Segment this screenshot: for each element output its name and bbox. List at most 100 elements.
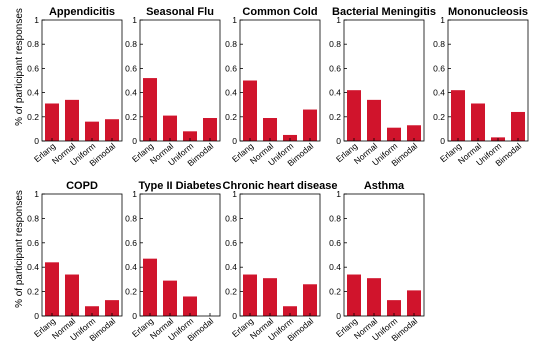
panel-9: Asthma00.20.40.60.81ErlangNormalUniformB… (329, 180, 425, 341)
y-tick-label: 0.4 (125, 262, 137, 272)
y-tick-label: 0 (132, 136, 137, 146)
bar-bimodal (303, 109, 317, 141)
y-tick-label: 0.2 (125, 112, 137, 122)
axis-box (139, 193, 221, 317)
bar-bimodal (407, 125, 421, 141)
bar-bimodal (511, 111, 525, 141)
y-tick-label: 0.4 (225, 262, 237, 272)
bar-erlang (243, 274, 257, 316)
axis-box (41, 193, 123, 317)
y-tick-label: 0 (232, 136, 237, 146)
panel-title: Chronic heart disease (223, 180, 338, 192)
bar-uniform (85, 306, 99, 316)
panel-title: Bacterial Meningitis (332, 6, 436, 18)
y-tick-label: 0.8 (433, 39, 445, 49)
y-tick-label: 0 (336, 136, 341, 146)
y-tick-label: 0 (132, 311, 137, 321)
bar-uniform (387, 127, 401, 141)
y-tick-label: 0.6 (329, 63, 341, 73)
y-axis-label-row-2: % of participant responses (14, 190, 25, 308)
y-tick-label: 0.4 (27, 88, 39, 98)
y-tick-label: 0.6 (329, 238, 341, 248)
panel-title: Mononucleosis (448, 6, 528, 18)
bar-erlang (451, 90, 465, 141)
bar-normal (471, 103, 485, 141)
axis-box (41, 19, 123, 142)
y-tick-label: 0.2 (433, 112, 445, 122)
bar-erlang (143, 258, 157, 316)
y-axis-label-row-1: % of participant responses (14, 8, 25, 126)
y-tick-label: 0 (336, 311, 341, 321)
y-tick-label: 1 (336, 15, 341, 25)
bar-bimodal (105, 300, 119, 316)
bar-normal (163, 115, 177, 141)
y-tick-label: 1 (232, 15, 237, 25)
y-tick-label: 1 (132, 15, 137, 25)
bar-erlang (45, 103, 59, 141)
bar-uniform (85, 121, 99, 141)
bar-bimodal (203, 118, 217, 141)
y-tick-label: 0.6 (125, 63, 137, 73)
y-tick-label: 0.2 (125, 287, 137, 297)
panel-3: Common Cold00.20.40.60.81ErlangNormalUni… (225, 6, 321, 168)
bar-normal (263, 118, 277, 141)
bar-normal (367, 278, 381, 316)
y-tick-label: 0.6 (27, 63, 39, 73)
y-tick-label: 1 (336, 189, 341, 199)
y-tick-label: 0.4 (329, 88, 341, 98)
y-tick-label: 0.2 (329, 112, 341, 122)
y-tick-label: 0.8 (225, 39, 237, 49)
y-tick-label: 0.2 (225, 112, 237, 122)
y-tick-label: 0.6 (433, 63, 445, 73)
axis-box (139, 19, 221, 142)
y-tick-label: 0.4 (27, 262, 39, 272)
y-tick-label: 1 (34, 15, 39, 25)
y-tick-label: 0.2 (329, 287, 341, 297)
y-tick-label: 1 (132, 189, 137, 199)
axis-box (239, 193, 321, 317)
y-tick-label: 1 (232, 189, 237, 199)
y-tick-label: 0.6 (225, 238, 237, 248)
panel-2: Seasonal Flu00.20.40.60.81ErlangNormalUn… (125, 6, 221, 168)
bar-normal (263, 278, 277, 316)
bar-uniform (387, 300, 401, 316)
panel-title: Appendicitis (49, 6, 115, 18)
y-tick-label: 0.4 (433, 88, 445, 98)
y-tick-label: 0.4 (329, 262, 341, 272)
panel-1: Appendicitis00.20.40.60.81ErlangNormalUn… (27, 6, 123, 168)
panel-7: Type II Diabetes00.20.40.60.81ErlangNorm… (125, 180, 221, 341)
y-tick-label: 0 (34, 136, 39, 146)
bar-erlang (243, 80, 257, 141)
y-tick-label: 0.8 (27, 39, 39, 49)
bar-normal (65, 99, 79, 141)
y-tick-label: 0 (232, 311, 237, 321)
axis-box (343, 193, 425, 317)
bar-erlang (347, 90, 361, 141)
axis-box (239, 19, 321, 142)
bar-bimodal (105, 119, 119, 141)
y-tick-label: 0.8 (125, 213, 137, 223)
bar-uniform (283, 306, 297, 316)
y-tick-label: 0 (34, 311, 39, 321)
panel-title: Type II Diabetes (139, 180, 222, 192)
bar-uniform (183, 131, 197, 141)
bar-uniform (183, 296, 197, 316)
bar-erlang (143, 78, 157, 141)
bar-erlang (45, 262, 59, 316)
bar-normal (163, 280, 177, 316)
y-tick-label: 0.6 (225, 63, 237, 73)
y-tick-label: 0.6 (125, 238, 137, 248)
panel-4: Bacterial Meningitis00.20.40.60.81Erlang… (329, 6, 436, 168)
bar-bimodal (303, 284, 317, 316)
bar-uniform (283, 134, 297, 141)
bar-normal (65, 274, 79, 316)
y-tick-label: 1 (34, 189, 39, 199)
y-tick-label: 0.8 (329, 39, 341, 49)
bar-erlang (347, 274, 361, 316)
y-tick-label: 0.2 (225, 287, 237, 297)
axis-box (447, 19, 529, 142)
axis-box (343, 19, 425, 142)
panel-title: Seasonal Flu (146, 6, 214, 18)
panel-title: Common Cold (242, 6, 317, 18)
